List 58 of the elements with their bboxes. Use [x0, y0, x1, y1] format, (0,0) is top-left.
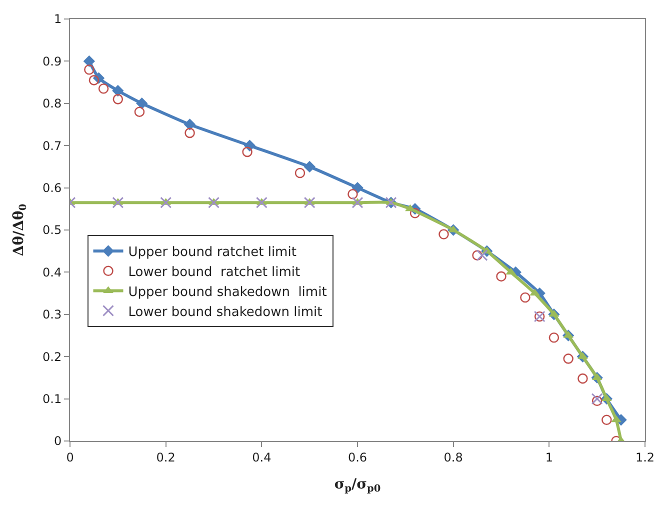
y-tick-label: 0.4 — [42, 265, 62, 280]
y-tick-label: 0.6 — [42, 181, 62, 195]
point — [476, 250, 488, 262]
point — [136, 98, 148, 110]
point — [530, 288, 540, 296]
x-tick-label: 1.2 — [635, 450, 655, 464]
point — [520, 292, 530, 303]
point — [611, 415, 622, 422]
x-tick-label: 1 — [545, 450, 553, 464]
point — [184, 118, 196, 130]
point — [160, 196, 172, 208]
y-tick-label: 1 — [54, 12, 62, 26]
point — [242, 146, 252, 158]
y-tick-label: 0.8 — [42, 96, 62, 111]
legend-label: Lower bound shakedown limit — [128, 304, 322, 320]
point — [304, 196, 316, 208]
legend-label: Upper bound shakedown limit — [128, 284, 327, 300]
point — [84, 64, 94, 75]
point — [578, 373, 588, 384]
y-tick-label: 0.3 — [42, 308, 62, 322]
point — [438, 229, 449, 240]
point — [112, 196, 124, 208]
point — [592, 396, 602, 406]
point — [602, 414, 612, 426]
point — [352, 196, 364, 208]
point — [563, 354, 574, 364]
point — [591, 393, 603, 405]
point — [348, 188, 358, 200]
point — [98, 83, 109, 94]
point — [112, 84, 124, 97]
y-tick-label: 0.9 — [42, 54, 62, 68]
x-tick-label: 0.8 — [444, 450, 463, 464]
y-tick-label: 0.1 — [42, 392, 62, 406]
legend-label: Lower bound ratchet limit — [128, 264, 300, 280]
legend-label: Upper bound ratchet limit — [128, 245, 296, 260]
y-tick-label: 0.5 — [42, 223, 62, 238]
y-tick-label: 0 — [54, 434, 62, 448]
point — [405, 204, 416, 212]
point — [294, 168, 306, 178]
x-tick-label: 0.4 — [252, 450, 272, 464]
point — [134, 106, 145, 117]
y-tick-label: 0.2 — [42, 350, 62, 364]
point — [548, 332, 560, 343]
x-tick-label: 0.2 — [156, 450, 176, 464]
y-tick-label: 0.7 — [42, 138, 62, 153]
point — [88, 75, 100, 86]
point — [472, 250, 482, 260]
x-tick-label: 0 — [66, 450, 74, 464]
x-tick-label: 0.6 — [348, 450, 368, 464]
point — [184, 128, 195, 138]
point — [410, 208, 420, 218]
point — [208, 196, 220, 208]
point — [112, 94, 124, 104]
point — [256, 196, 268, 208]
point — [496, 271, 506, 282]
point — [304, 160, 316, 173]
point — [83, 55, 96, 68]
x-axis-title: σ$_{p}$/σ$_{p0}$ — [334, 476, 381, 495]
